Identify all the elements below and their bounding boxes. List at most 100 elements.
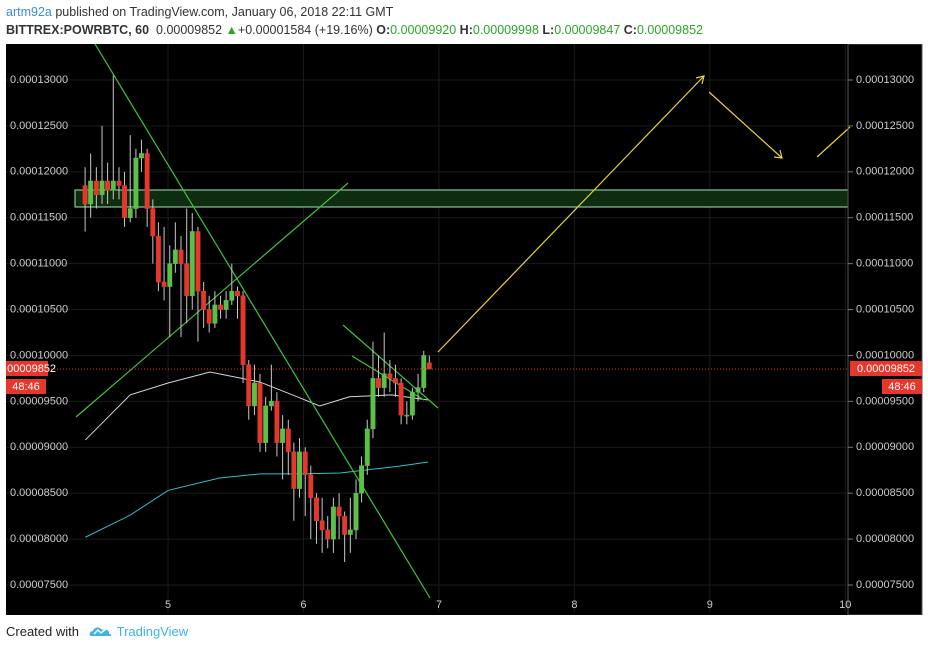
l: 0.00009847 [554, 23, 621, 37]
published: published on TradingView.com, January 06… [55, 5, 394, 19]
x-tick-label: 8 [571, 599, 577, 611]
candle-body [274, 401, 280, 443]
y-tick-label: 0.00011000 [10, 258, 67, 270]
h: 0.00009998 [472, 23, 539, 37]
candle-body [415, 387, 421, 393]
candle-body [240, 295, 246, 365]
y-tick-label: 0.00010500 [10, 303, 68, 315]
price-badge [6, 361, 48, 376]
x-tick-label: 9 [707, 599, 713, 611]
candle-body [392, 378, 398, 384]
x-tick-label: 10 [839, 599, 851, 611]
candle-body [144, 153, 150, 209]
candle-body [88, 180, 94, 205]
x-tick-label: 6 [300, 599, 306, 611]
arrow: ▲ [225, 23, 238, 37]
candle-body [251, 382, 257, 407]
footer: Created with TradingView [6, 624, 188, 639]
labels: 0.00007500 0.00007500 0.00008000 0.00008000… [0, 74, 922, 611]
o: 0.00009920 [390, 23, 457, 37]
candle-body [105, 180, 111, 191]
y-tick-label: 0.00008000 [856, 533, 914, 545]
chart: 0.00007500 0.00007500 0.00008000 0.00008000… [0, 44, 923, 615]
candle-body [167, 263, 173, 287]
trendline [75, 182, 349, 418]
created: Created with [6, 624, 79, 639]
arrow [816, 126, 851, 158]
change: +0.00001584 (+19.16%) [237, 23, 373, 37]
candle-body [342, 515, 348, 535]
candle-body [325, 529, 331, 540]
y-tick-label: 0.00011000 [856, 258, 913, 270]
y-tick-label: 0.00009000 [10, 441, 68, 453]
y-tick-label: 0.00013000 [856, 74, 914, 86]
candle-body [116, 180, 122, 186]
candle-body [268, 401, 274, 407]
l-label: L: [542, 23, 555, 37]
candle-body [314, 497, 319, 521]
author[interactable]: artm92a [6, 5, 52, 19]
y-tick-label: 0.00010500 [856, 303, 914, 315]
candle-body [212, 304, 218, 324]
price-axis [847, 44, 923, 615]
y-tick-label: 0.00012500 [10, 120, 68, 132]
y-tick-label: 0.00010000 [856, 349, 914, 361]
brand[interactable]: TradingView [116, 624, 189, 639]
y-tick-label: 0.00009000 [856, 441, 914, 453]
last: 0.00009852 [156, 23, 223, 37]
candle-body [263, 405, 269, 443]
candle-body [235, 290, 240, 297]
candle-body [336, 506, 342, 517]
price-badge-label: 48:46 [12, 381, 40, 393]
candle-body [178, 249, 184, 264]
candle-body [139, 153, 144, 159]
candle-body [246, 364, 252, 407]
background [6, 44, 922, 615]
x-tick-label: 7 [436, 599, 442, 611]
price-badge [850, 361, 922, 376]
candle-body [359, 465, 365, 494]
c: 0.00009852 [636, 23, 703, 37]
grid [6, 44, 848, 612]
candle-body [201, 290, 207, 310]
candle-body [319, 520, 325, 531]
header-line: BITTREX:POWRBTC, 60 0.00009852 ▲+0.00001… [6, 21, 703, 39]
y-tick-label: 0.00009500 [10, 395, 68, 407]
candle-body [223, 300, 229, 310]
y-tick-label: 0.00007500 [856, 579, 914, 591]
candle-body [206, 309, 212, 324]
y-tick-label: 0.00013000 [10, 74, 68, 86]
zone [74, 189, 849, 208]
price-badge [6, 379, 46, 394]
price-badge-label: 0.00009852 [0, 363, 56, 375]
candle-body [308, 474, 314, 499]
candle-body [291, 451, 297, 489]
y-tick-label: 0.00008500 [10, 487, 68, 499]
candle-body [404, 414, 410, 417]
y-tick-label: 0.00009500 [856, 395, 914, 407]
symbol: BITTREX:POWRBTC, 60 [6, 23, 150, 37]
price-badge [882, 379, 922, 394]
candle-body [398, 382, 404, 416]
y-tick-label: 0.00008500 [856, 487, 914, 499]
arrow [708, 91, 783, 159]
candles [82, 75, 432, 563]
candle-body [229, 290, 235, 301]
candle-body [257, 382, 263, 443]
arrow [437, 75, 705, 353]
candle-body [99, 180, 105, 196]
o-label: O: [376, 23, 391, 37]
trendline [94, 44, 431, 599]
candle-body [409, 391, 415, 416]
h-label: H: [459, 23, 473, 37]
y-tick-label: 0.00012000 [856, 166, 914, 178]
header: artm92a published on TradingView.com, Ja… [6, 3, 703, 39]
logo [89, 627, 112, 636]
candle-body [381, 373, 387, 388]
y-tick-label: 0.00012500 [856, 120, 914, 132]
candle-body [370, 378, 376, 430]
price-badge-label: 48:46 [888, 381, 916, 393]
candle-body [353, 492, 359, 531]
candle-body [155, 235, 161, 283]
